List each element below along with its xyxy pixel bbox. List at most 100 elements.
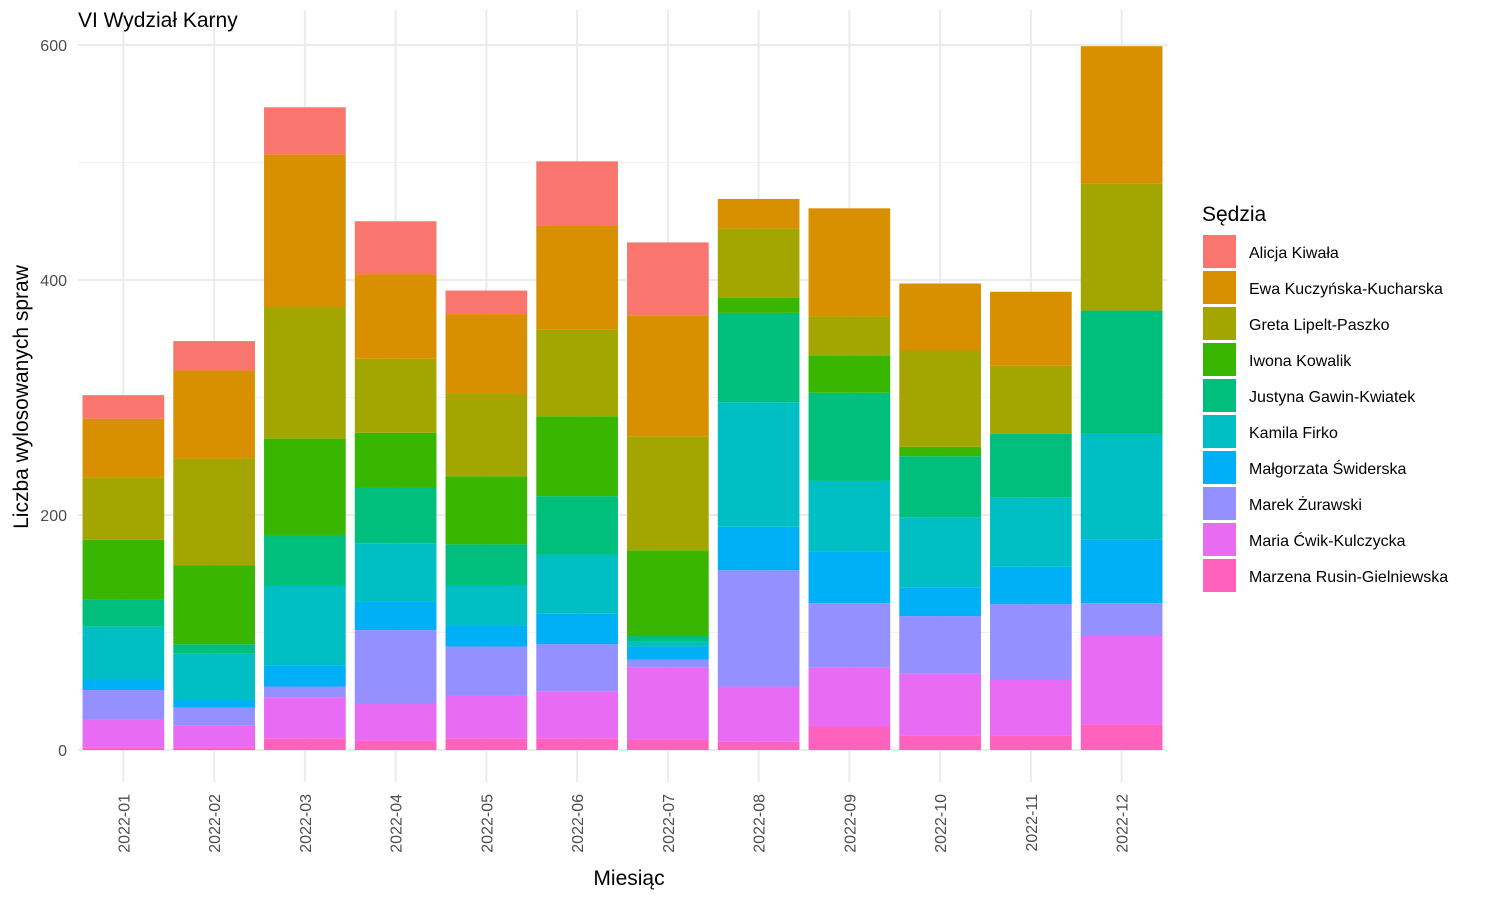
bar-segment: Justyna Gawin-Kwiatek 2022-06: 50 [536,496,618,555]
legend-item: Marek Żurawski [1203,487,1362,520]
bar-segment: Maria Ćwik-Kulczycka 2022-05: 36 [445,695,528,739]
bar-segment: Alicja Kiwała 2022-07: 62 [627,242,709,316]
bar-segment: Justyna Gawin-Kwiatek 2022-10: 52 [899,456,981,518]
bar-segment: Marek Żurawski 2022-04: 62 [354,630,437,703]
legend-item: Justyna Gawin-Kwiatek [1203,379,1416,412]
bar-segment: Justyna Gawin-Kwiatek 2022-07: 5 [627,636,709,642]
bar-segment: Justyna Gawin-Kwiatek 2022-05: 35 [445,544,528,586]
bar-segment: Marzena Rusin-Gielniewska 2022-11: 12 [990,735,1072,750]
bar-segment: Ewa Kuczyńska-Kucharska 2022-02: 75 [173,370,255,459]
bar-segment: Marzena Rusin-Gielniewska 2022-09: 20 [808,726,891,750]
legend-swatch [1203,523,1236,556]
bar-segment: Kamila Firko 2022-06: 50 [536,554,618,614]
bar-segment: Maria Ćwik-Kulczycka 2022-06: 40 [536,691,618,739]
bar-segment: Greta Lipelt-Paszko 2022-12: 108 [1080,183,1163,311]
legend-item: Greta Lipelt-Paszko [1203,307,1390,340]
bar-segment: Marek Żurawski 2022-11: 64 [990,604,1072,680]
bar-segment: Marek Żurawski 2022-01: 25 [82,690,165,720]
bar-segment: Marzena Rusin-Gielniewska 2022-04: 8 [354,740,437,750]
x-tick-label: 2022-10 [933,794,950,853]
legend-label: Kamila Firko [1249,425,1338,442]
legend: Sędzia Alicja Kiwała Ewa Kuczyńska-Kuchar… [1202,203,1448,592]
bar-segment: Kamila Firko 2022-01: 45 [82,626,165,680]
legend-label: Maria Ćwik-Kulczycka [1249,531,1406,550]
bar-segment: Małgorzata Świderska 2022-08: 37 [717,526,800,571]
bar-segment: Marzena Rusin-Gielniewska 2022-08: 7 [717,741,800,750]
bar-segment: Marek Żurawski 2022-10: 49 [899,616,981,674]
bar-segment: Maria Ćwik-Kulczycka 2022-02: 19 [173,725,255,748]
bar-segment: Iwona Kowalik 2022-10: 8 [899,446,981,457]
bar-segment: Marzena Rusin-Gielniewska 2022-01: 2 [82,747,165,750]
bar-segment: Greta Lipelt-Paszko 2022-05: 70 [445,393,528,477]
legend-swatch [1203,271,1236,304]
legend-label: Marek Żurawski [1249,495,1362,514]
bar-segment: Małgorzata Świderska 2022-02: 7 [173,699,255,708]
x-tick-label: 2022-09 [842,794,859,853]
y-tick-label: 200 [40,508,67,525]
bar-segment: Maria Ćwik-Kulczycka 2022-08: 47 [717,686,800,742]
bar-segment: Marzena Rusin-Gielniewska 2022-02: 2 [173,747,255,750]
bar-segment: Greta Lipelt-Paszko 2022-07: 97 [627,436,709,551]
bar-segment: Ewa Kuczyńska-Kucharska 2022-03: 130 [264,154,346,308]
legend-item: Marzena Rusin-Gielniewska [1203,559,1448,592]
bar-segment: Justyna Gawin-Kwiatek 2022-08: 76 [717,312,800,403]
bar-segment: Maria Ćwik-Kulczycka 2022-10: 53 [899,673,981,736]
bar-segment: Iwona Kowalik 2022-01: 51 [82,539,165,600]
legend-label: Greta Lipelt-Paszko [1249,317,1390,334]
bar-segment: Maria Ćwik-Kulczycka 2022-04: 32 [354,703,437,741]
bar-segment: Greta Lipelt-Paszko 2022-11: 58 [990,365,1072,434]
bar-segment: Ewa Kuczyńska-Kucharska 2022-09: 92 [808,208,891,317]
bar-segment: Małgorzata Świderska 2022-01: 9 [82,679,165,691]
bar-segment: Maria Ćwik-Kulczycka 2022-11: 48 [990,679,1072,736]
bar-segment: Marzena Rusin-Gielniewska 2022-07: 9 [627,739,709,750]
x-tick-label: 2022-01 [116,794,133,853]
bar-segment: Alicja Kiwała 2022-06: 55 [536,161,618,226]
bar-segment: Justyna Gawin-Kwiatek 2022-12: 105 [1080,310,1163,434]
bar-segment: Ewa Kuczyńska-Kucharska 2022-07: 103 [627,315,709,437]
legend-label: Marzena Rusin-Gielniewska [1249,569,1448,586]
legend-items: Alicja Kiwała Ewa Kuczyńska-Kucharska Gret… [1203,235,1448,592]
legend-label: Justyna Gawin-Kwiatek [1249,389,1416,406]
bar-segment: Ewa Kuczyńska-Kucharska 2022-12: 117 [1080,46,1163,184]
bar-segment: Greta Lipelt-Paszko 2022-04: 63 [354,358,437,433]
bar-segment: Iwona Kowalik 2022-06: 68 [536,416,618,497]
bar-segment: Małgorzata Świderska 2022-07: 11 [627,646,709,660]
chart-title: VI Wydział Karny [78,9,238,32]
bar-segment: Greta Lipelt-Paszko 2022-06: 74 [536,329,618,417]
legend-swatch [1203,415,1236,448]
bar-segment: Justyna Gawin-Kwiatek 2022-11: 54 [990,433,1072,498]
bar-segment: Iwona Kowalik 2022-03: 82 [264,438,346,535]
bar-segment: Kamila Firko 2022-03: 68 [264,585,346,666]
bar-segment: Kamila Firko 2022-09: 60 [808,480,891,552]
bar-segment: Iwona Kowalik 2022-02: 67 [173,565,255,645]
bar-segment: Greta Lipelt-Paszko 2022-03: 112 [264,307,346,439]
bar-segment: Marek Żurawski 2022-02: 15 [173,707,255,726]
bar-segment: Małgorzata Świderska 2022-09: 44 [808,551,891,604]
bar-segment: Kamila Firko 2022-04: 50 [354,543,437,602]
bar-segment: Kamila Firko 2022-02: 39 [173,653,255,700]
x-tick-label: 2022-05 [479,794,496,853]
bar-segment: Maria Ćwik-Kulczycka 2022-03: 35 [264,697,346,739]
x-tick-label: 2022-12 [1115,794,1132,853]
legend-item: Kamila Firko [1203,415,1338,448]
y-tick-label: 0 [58,743,67,760]
bar-segment: Maria Ćwik-Kulczycka 2022-09: 50 [808,667,891,727]
x-tick-label: 2022-03 [298,794,315,853]
legend-item: Iwona Kowalik [1203,343,1352,376]
bar-segment: Marzena Rusin-Gielniewska 2022-10: 12 [899,735,981,750]
bar-segment: Marek Żurawski 2022-12: 28 [1080,603,1163,637]
bar-segment: Marzena Rusin-Gielniewska 2022-05: 10 [445,738,528,750]
y-axis-ticks: 0 200 400 600 [40,38,67,760]
bar-segment: Iwona Kowalik 2022-07: 73 [627,550,709,637]
bar-segment: Kamila Firko 2022-12: 90 [1080,433,1163,540]
bar-segment: Małgorzata Świderska 2022-05: 18 [445,625,528,647]
bar-segment: Ewa Kuczyńska-Kucharska 2022-05: 68 [445,314,528,394]
bar-segment: Marzena Rusin-Gielniewska 2022-12: 22 [1080,724,1163,750]
bar-segment: Małgorzata Świderska 2022-03: 18 [264,665,346,687]
bar-segment: Marek Żurawski 2022-08: 99 [717,570,800,687]
legend-item: Alicja Kiwała [1203,235,1339,268]
bar-segment: Justyna Gawin-Kwiatek 2022-04: 47 [354,487,437,544]
x-axis-ticks: 2022-01 2022-02 2022-03 2022-04 2022-05 2022-… [116,794,1131,853]
bar-segment: Greta Lipelt-Paszko 2022-09: 33 [808,316,891,356]
